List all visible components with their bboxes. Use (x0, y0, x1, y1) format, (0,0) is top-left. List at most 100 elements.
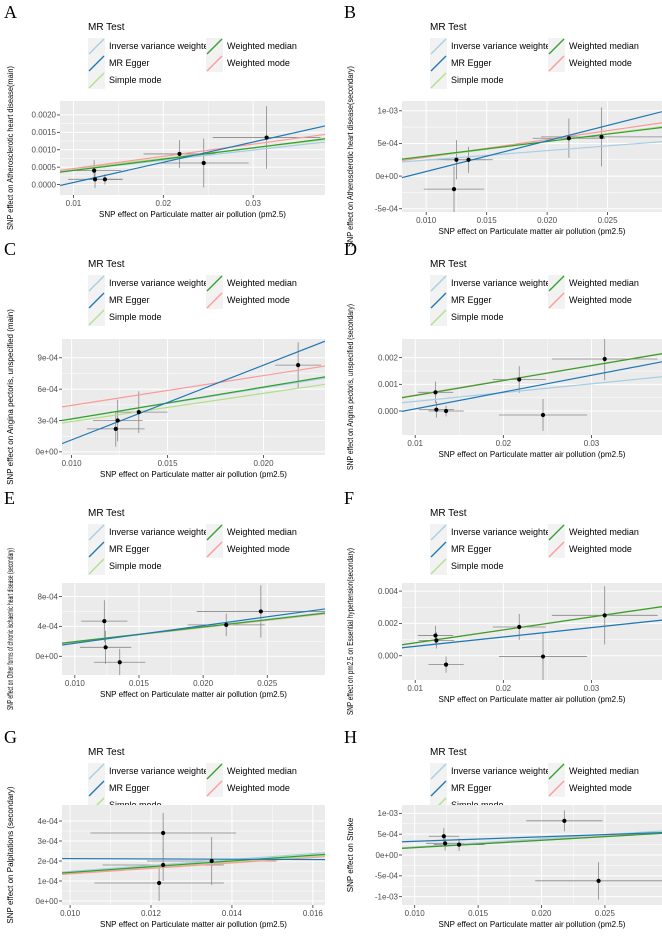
data-points (433, 613, 607, 667)
line-mr-egger (60, 125, 325, 187)
x-axis-title: SNP effect on Particulate matter air pol… (100, 690, 287, 699)
line-weighted-mode (60, 133, 325, 171)
legend-key-line (88, 780, 105, 797)
legend-label: Weighted mode (227, 783, 290, 793)
legend-key-line (548, 541, 565, 558)
data-point (566, 136, 571, 141)
legend-title: MR Test (430, 259, 467, 270)
panel-d: D MR Test Inverse variance weighted MR Egge… (344, 239, 662, 470)
line-weighted-median (402, 606, 662, 646)
data-point (540, 412, 546, 418)
data-point (258, 609, 263, 614)
legend-item-weighted-median: Weighted median (206, 524, 297, 541)
legend-title: MR Test (430, 747, 467, 758)
x-tick-label: 0.02 (496, 684, 512, 693)
panel-a: A MR Test Inverse variance weighted MR Egge… (4, 2, 325, 230)
legend-label: Weighted mode (227, 295, 290, 305)
line-weighted-median (62, 853, 325, 874)
x-tick-label: 0.015 (477, 216, 498, 225)
line-inverse-variance-weighted (402, 141, 662, 163)
y-tick-label: 0.0010 (32, 146, 57, 155)
line-weighted-mode (62, 365, 325, 408)
regression-lines (62, 340, 325, 445)
y-tick-label: 0.001 (378, 380, 399, 389)
data-points (157, 830, 214, 886)
legend-key-line (88, 55, 105, 72)
legend-label: Weighted median (227, 527, 297, 537)
regression-lines (402, 606, 662, 649)
y-tick-label: 0e+00 (376, 851, 399, 860)
legend-item-inverse-variance-weighted: Inverse variance weighted (88, 38, 214, 55)
y-tick-label: 0e+00 (36, 652, 59, 661)
x-tick-label: 0.03 (584, 684, 600, 693)
x-axis-title: SNP effect on Particulate matter air pol… (439, 695, 626, 704)
legend-label: Weighted mode (227, 58, 290, 68)
data-point (433, 633, 438, 638)
gridlines (402, 339, 662, 435)
legend-label: Simple mode (451, 75, 504, 85)
data-point (92, 168, 97, 173)
legend-label: Inverse variance weighted (109, 766, 214, 776)
x-tick-label: 0.01 (407, 684, 423, 693)
data-point (443, 841, 448, 846)
line-mr-egger (402, 111, 662, 179)
y-axis-title: SNP effect on Atherosclerotic heart dise… (6, 66, 15, 230)
x-tick-label: 0.03 (584, 439, 600, 448)
data-point (161, 862, 166, 868)
x-tick-label: 0.020 (531, 909, 552, 918)
panel-letter: D (344, 239, 357, 259)
legend-label: Simple mode (109, 312, 162, 322)
y-axis-title: SNP effect on Angina pectoris, unspecifi… (6, 309, 15, 485)
line-weighted-median (402, 832, 662, 849)
axes: 0.010 0.015 0.020 0.025 -1e-03 -5e-04 0e+00 5e-… (375, 809, 616, 918)
panel-f: F MR Test Inverse variance weighted MR Egge… (344, 488, 662, 715)
legend-item-inverse-variance-weighted: Inverse variance weighted (88, 275, 214, 292)
legend-item-weighted-median: Weighted median (206, 275, 297, 292)
legend-key-line (88, 275, 105, 292)
legend-item-weighted-median: Weighted median (548, 763, 639, 780)
legend-label: Inverse variance weighted (451, 278, 556, 288)
legend-key-line (430, 541, 447, 558)
legend-item-inverse-variance-weighted: Inverse variance weighted (430, 524, 556, 541)
data-point (224, 622, 229, 627)
data-points (433, 356, 607, 418)
panel-c: C MR Test Inverse variance weighted MR Egge… (4, 239, 325, 485)
legend-key-line (88, 72, 105, 89)
x-tick-label: 0.010 (60, 909, 81, 918)
legend-item-weighted-median: Weighted median (206, 763, 297, 780)
x-axis-title: SNP effect on Particulate matter air pol… (439, 920, 626, 929)
legend-key-line (206, 541, 223, 558)
y-tick-label: -1e-03 (375, 892, 399, 901)
y-tick-label: 0e+00 (36, 448, 59, 457)
line-mr-egger (62, 608, 325, 646)
legend-label: Inverse variance weighted (451, 527, 556, 537)
line-weighted-median (402, 126, 662, 160)
legend-label: Weighted median (569, 766, 639, 776)
legend-key-line (206, 38, 223, 55)
data-point (113, 426, 118, 431)
x-tick-label: 0.015 (158, 459, 179, 468)
legend-label: Weighted median (569, 41, 639, 51)
data-point (115, 418, 120, 423)
legend: MR Test Inverse variance weighted MR Egger… (88, 259, 297, 326)
legend-item-mr-egger: MR Egger (430, 55, 492, 72)
legend-item-mr-egger: MR Egger (88, 292, 150, 309)
y-axis-title: SNP effect on pm2.5 on Essential hyperte… (346, 548, 355, 715)
legend-key-line (548, 292, 565, 309)
legend-key-line (206, 292, 223, 309)
line-simple-mode (62, 854, 325, 875)
y-tick-label: 4e-04 (38, 622, 59, 631)
data-points (102, 609, 263, 665)
legend-item-simple-mode: Simple mode (88, 72, 162, 89)
legend-item-simple-mode: Simple mode (88, 309, 162, 326)
line-weighted-median (62, 612, 325, 644)
x-axis-title: SNP effect on Particulate matter air pol… (99, 210, 286, 219)
axes: 0.01 0.02 0.03 0.000 0.001 0.002 (378, 353, 600, 448)
legend-item-weighted-mode: Weighted mode (206, 292, 290, 309)
line-simple-mode (62, 383, 325, 424)
legend-key-line (430, 763, 447, 780)
legend-key-line (548, 55, 565, 72)
axes: 0.01 0.02 0.03 0.000 0.002 0.004 (378, 587, 600, 693)
legend-item-simple-mode: Simple mode (430, 72, 504, 89)
